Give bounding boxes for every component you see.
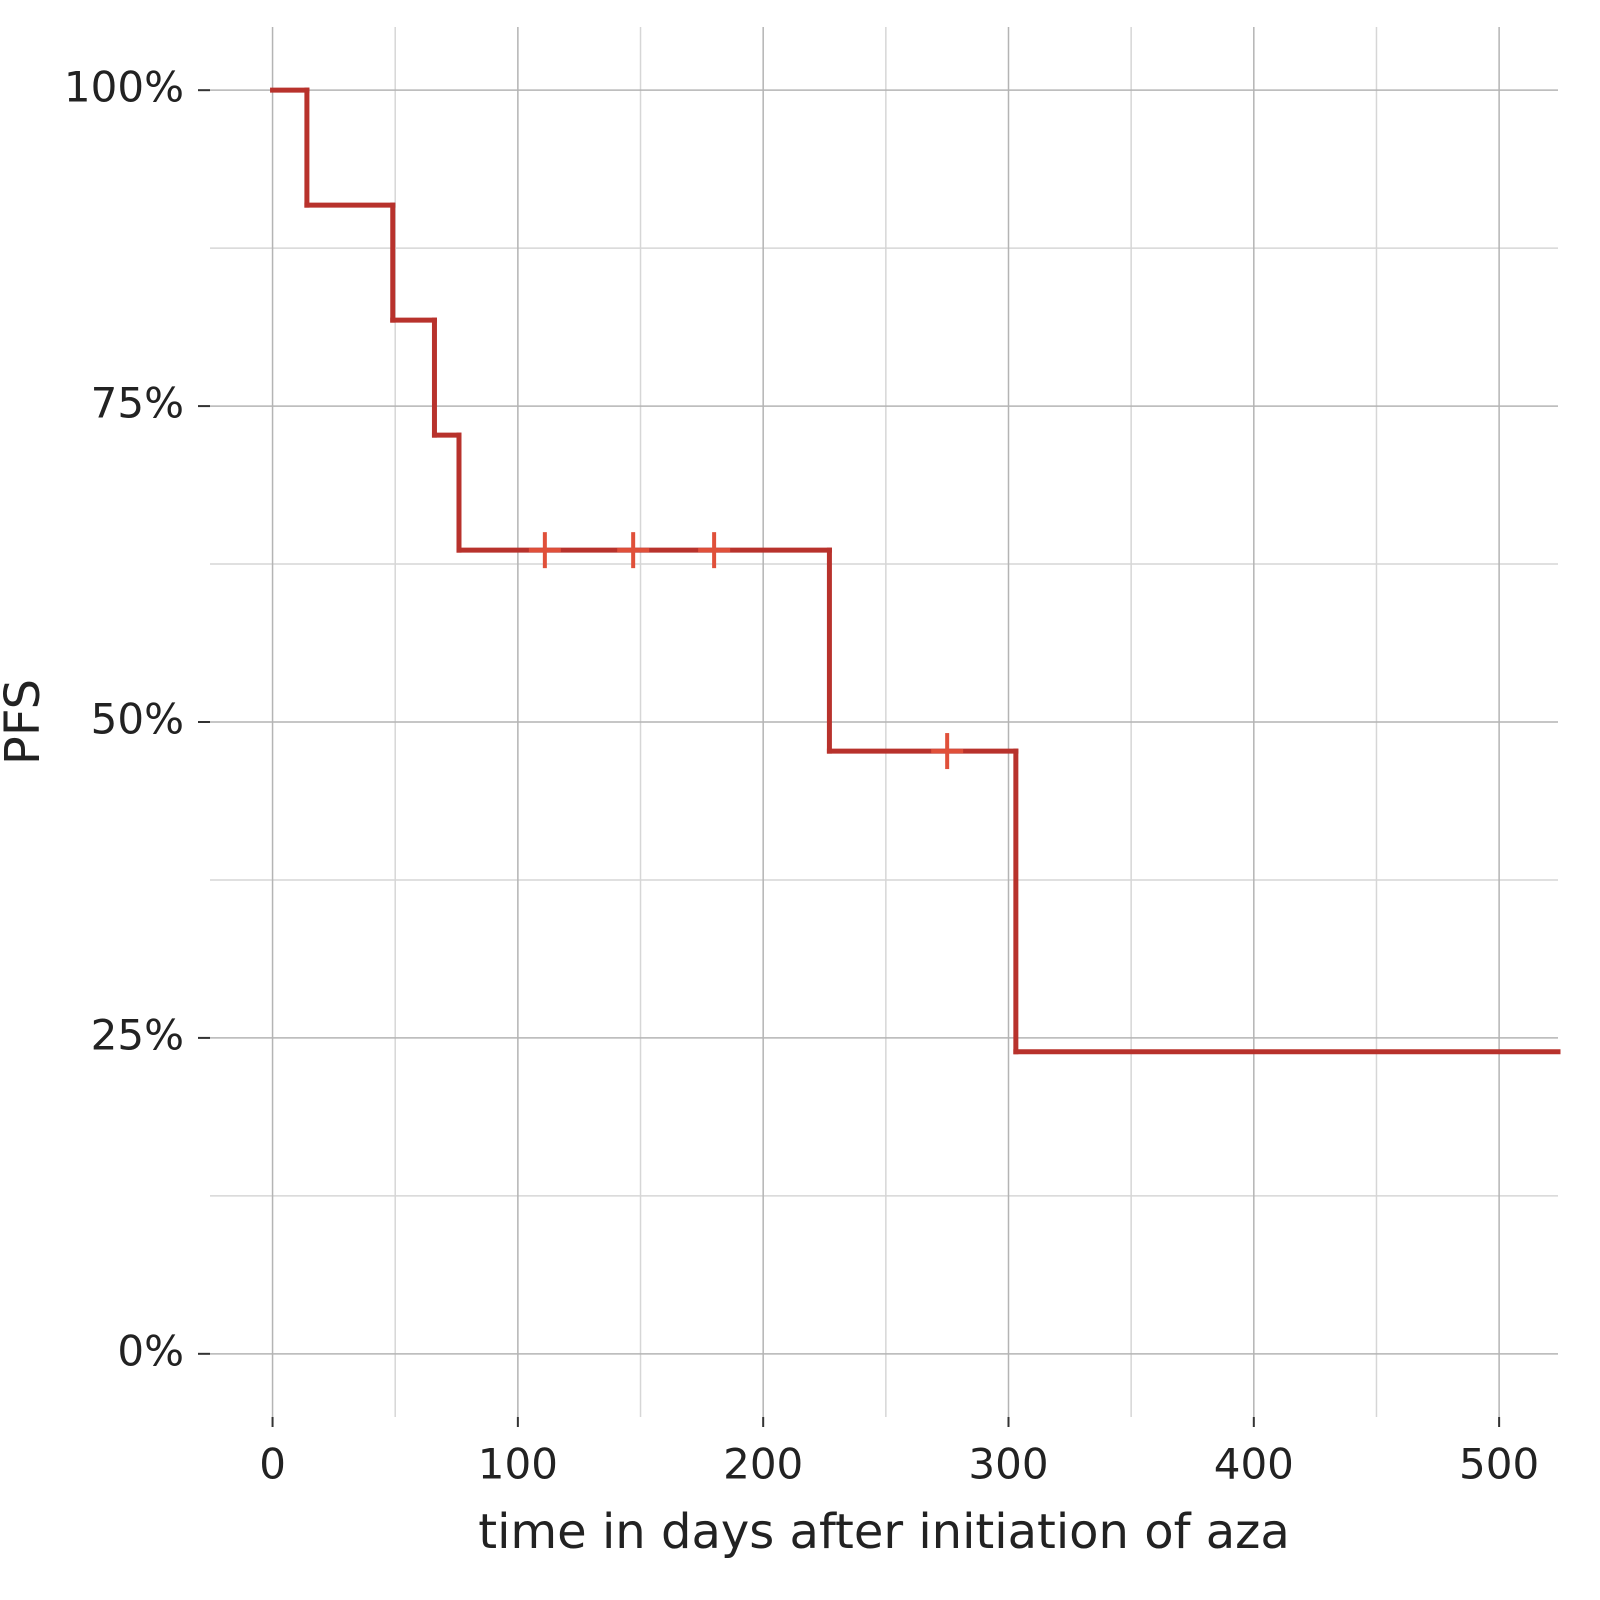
y-tick-label: 0% [117,1326,184,1375]
x-tick-label: 500 [1459,1440,1539,1489]
x-tick-label: 100 [478,1440,558,1489]
y-tick-label: 100% [64,63,184,112]
censor-mark [931,733,964,770]
censor-mark [528,532,561,569]
y-tick-label: 50% [91,695,184,744]
y-tick-label: 25% [91,1010,184,1059]
x-tick-label: 400 [1214,1440,1294,1489]
censor-mark [698,532,731,569]
y-axis-title: PFS [0,679,51,765]
x-tick-label: 200 [723,1440,803,1489]
censor-mark [617,532,650,569]
x-tick-label: 300 [968,1440,1048,1489]
x-axis-title: time in days after initiation of aza [478,1504,1290,1560]
y-tick-label: 75% [91,379,184,428]
x-tick-label: 0 [259,1440,286,1489]
